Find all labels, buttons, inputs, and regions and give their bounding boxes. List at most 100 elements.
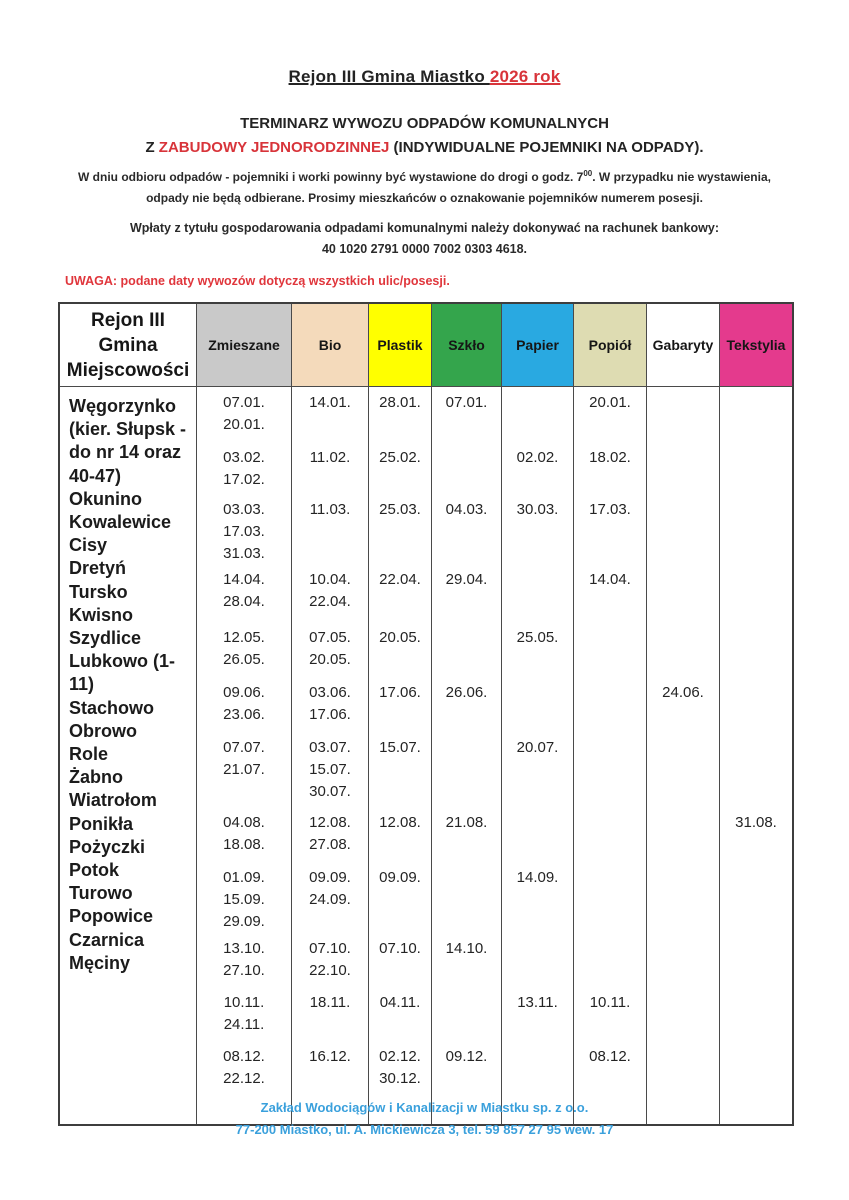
schedule-cell-tekstylia-month9 (720, 862, 792, 933)
schedule-cell-tekstylia-month11 (720, 987, 792, 1041)
schedule-cell-papier-month4 (502, 564, 574, 622)
location-line: 40-47) (69, 465, 122, 486)
location-line: Lubkowo (1- (69, 651, 175, 672)
schedule-cell-bio-month2: 11.02. (292, 442, 369, 494)
schedule-cell-plastik-month6: 17.06. (369, 677, 432, 732)
schedule-table: Rejon III Gmina Miejscowości Zmieszane Bi… (58, 302, 794, 1126)
schedule-cell-popiol-month11: 10.11. (574, 987, 647, 1041)
collection-date: 07.05. (309, 629, 351, 646)
schedule-cell-gabaryty-month2 (647, 442, 720, 494)
collection-date: 04.08. (223, 814, 265, 831)
schedule-cell-gabaryty-month4 (647, 564, 720, 622)
collection-date: 13.10. (223, 940, 265, 957)
schedule-cell-popiol-month10 (574, 933, 647, 987)
schedule-cell-popiol-month5 (574, 622, 647, 677)
schedule-cell-gabaryty-month12 (647, 1041, 720, 1124)
schedule-cell-gabaryty-month5 (647, 622, 720, 677)
schedule-cell-zmieszane-month11: 10.11. 24.11. (197, 987, 292, 1041)
schedule-cell-zmieszane-month7: 07.07. 21.07. (197, 732, 292, 807)
schedule-cell-szklo-month7 (432, 732, 502, 807)
schedule-cell-zmieszane-month2: 03.02. 17.02. (197, 442, 292, 494)
schedule-cell-bio-month4: 10.04. 22.04. (292, 564, 369, 622)
collection-date: 24.06. (662, 684, 704, 701)
collection-date: 09.09. (309, 869, 351, 886)
location-line: Okunino (69, 488, 142, 509)
location-line: Turowo (69, 883, 133, 904)
column-header-popiol: Popiół (574, 304, 647, 387)
column-header-gabaryty: Gabaryty (647, 304, 720, 387)
schedule-cell-szklo-month11 (432, 987, 502, 1041)
collection-date: 12.08. (379, 814, 421, 831)
collection-date: 15.09. (223, 891, 265, 908)
collection-date: 20.01. (589, 394, 631, 411)
schedule-cell-bio-month3: 11.03. (292, 494, 369, 564)
collection-date: 30.03. (516, 501, 559, 518)
schedule-cell-szklo-month10: 14.10. (432, 933, 502, 987)
schedule-cell-tekstylia-month2 (720, 442, 792, 494)
column-header-papier: Papier (502, 304, 574, 387)
schedule-cell-bio-month7: 03.07. 15.07. 30.07. (292, 732, 369, 807)
locations-list: Węgorzynko (kier. Słupsk - do nr 14 oraz 40… (60, 387, 197, 1124)
schedule-cell-gabaryty-month11 (647, 987, 720, 1041)
schedule-cell-gabaryty-month3 (647, 494, 720, 564)
location-line: (kier. Słupsk - (69, 419, 187, 440)
payment-info: Wpłaty z tytułu gospodarowania odpadami … (0, 218, 849, 260)
collection-date: 24.11. (223, 1016, 265, 1033)
schedule-cell-papier-month3: 30.03. (502, 494, 574, 564)
schedule-cell-gabaryty-month9 (647, 862, 720, 933)
collection-date: 09.09. (379, 869, 421, 886)
collection-date: 20.05. (379, 629, 421, 646)
schedule-cell-popiol-month2: 18.02. (574, 442, 647, 494)
schedule-cell-popiol-month12: 08.12. (574, 1041, 647, 1124)
corner-header: Rejon III Gmina Miejscowości (60, 304, 197, 387)
collection-date: 26.06. (445, 684, 488, 701)
location-line: Tursko (69, 581, 128, 602)
collection-date: 31.03. (223, 545, 265, 562)
schedule-cell-szklo-month5 (432, 622, 502, 677)
schedule-cell-zmieszane-month8: 04.08. 18.08. (197, 807, 292, 862)
schedule-cell-szklo-month3: 04.03. (432, 494, 502, 564)
schedule-cell-zmieszane-month10: 13.10. 27.10. (197, 933, 292, 987)
page-title: Rejon III Gmina Miastko 2026 rok (0, 67, 849, 87)
schedule-cell-popiol-month3: 17.03. (574, 494, 647, 564)
collection-date: 14.04. (589, 571, 631, 588)
location-line: Czarnica (69, 929, 145, 950)
schedule-cell-plastik-month11: 04.11. (369, 987, 432, 1041)
schedule-cell-tekstylia-month4 (720, 564, 792, 622)
column-header-bio: Bio (292, 304, 369, 387)
collection-date: 03.07. (309, 739, 351, 756)
collection-date: 17.06. (379, 684, 421, 701)
column-header-szklo: Szkło (432, 304, 502, 387)
schedule-cell-papier-month10 (502, 933, 574, 987)
corner-header-line2: Miejscowości (66, 359, 190, 381)
collection-date: 07.10. (309, 940, 351, 957)
bank-account-number: 40 1020 2791 0000 7002 0303 4618. (321, 242, 528, 256)
footer-company-name: Zakład Wodociągów i Kanalizacji w Miastk… (260, 1100, 589, 1115)
collection-date: 29.09. (223, 913, 265, 930)
corner-header-line1: Rejon III Gmina (91, 309, 165, 356)
column-header-tekstylia: Tekstylia (720, 304, 792, 387)
collection-date: 20.01. (223, 416, 265, 433)
location-line: Męciny (69, 952, 131, 973)
schedule-cell-tekstylia-month7 (720, 732, 792, 807)
collection-date: 02.02. (516, 449, 559, 466)
schedule-cell-papier-month6 (502, 677, 574, 732)
pickup-instructions: W dniu odbioru odpadów - pojemniki i wor… (0, 163, 849, 209)
collection-date: 20.07. (516, 739, 559, 756)
collection-date: 08.12. (223, 1048, 265, 1065)
location-line: Cisy (69, 535, 108, 556)
schedule-cell-szklo-month8: 21.08. (432, 807, 502, 862)
collection-date: 14.09. (516, 869, 559, 886)
collection-date: 17.03. (223, 523, 265, 540)
schedule-cell-papier-month1 (502, 387, 574, 442)
schedule-cell-szklo-month6: 26.06. (432, 677, 502, 732)
schedule-cell-papier-month11: 13.11. (502, 987, 574, 1041)
collection-date: 24.09. (309, 891, 351, 908)
collection-date: 25.05. (516, 629, 559, 646)
schedule-cell-plastik-month2: 25.02. (369, 442, 432, 494)
subheading-prefix: Z (145, 139, 159, 156)
schedule-cell-bio-month1: 14.01. (292, 387, 369, 442)
location-line: do nr 14 oraz (69, 442, 182, 463)
schedule-cell-zmieszane-month3: 03.03. 17.03. 31.03. (197, 494, 292, 564)
schedule-cell-zmieszane-month5: 12.05. 26.05. (197, 622, 292, 677)
